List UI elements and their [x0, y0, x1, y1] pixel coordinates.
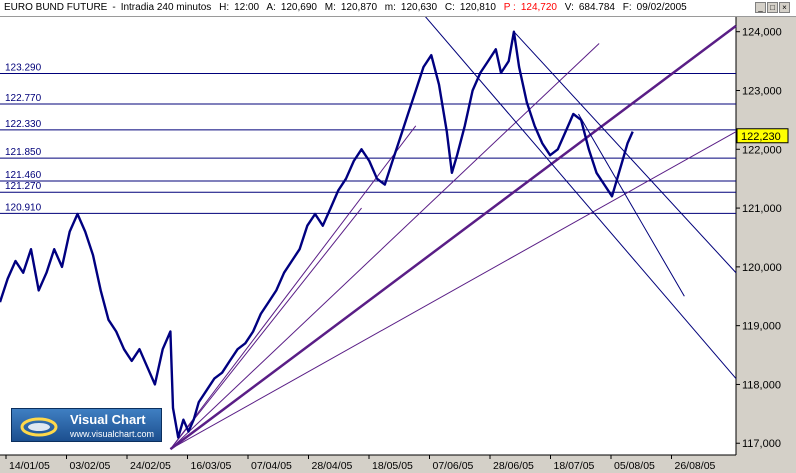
- x-tick-label-2: 24/02/05: [130, 460, 171, 472]
- level-label-5: 121.270: [5, 181, 42, 192]
- instrument-name: EURO BUND FUTURE: [4, 2, 108, 13]
- minimize-button[interactable]: _: [755, 2, 766, 13]
- last-price-label: 122,230: [741, 131, 781, 143]
- logo-title: Visual Chart: [70, 412, 146, 427]
- x-tick-label-4: 07/04/05: [251, 460, 292, 472]
- y-tick-label-5: 122,000: [742, 144, 782, 156]
- x-ticks: 14/01/05 03/02/05 24/02/05 16/03/05 07/04/05…: [5, 455, 716, 472]
- y-tick-label-0: 117,000: [742, 438, 781, 450]
- header-separator: -: [112, 2, 116, 13]
- fan-line-4: [170, 207, 362, 450]
- y-tick-label-6: 123,000: [742, 85, 782, 97]
- fan-line-1: [169, 24, 737, 451]
- date-value: 09/02/2005: [636, 2, 687, 13]
- x-tick-label-0: 14/01/05: [9, 460, 50, 472]
- open-value: 120,690: [280, 2, 317, 13]
- min-label: m:: [384, 2, 396, 13]
- y-axis-panel: [736, 17, 796, 473]
- last-price-marker-group: 122,230: [736, 128, 789, 144]
- x-tick-label-9: 18/07/05: [554, 460, 595, 472]
- p-label: P :: [503, 2, 516, 13]
- close-button[interactable]: ×: [779, 2, 790, 13]
- max-label: M:: [324, 2, 336, 13]
- fan-lines: [169, 24, 737, 451]
- logo-url: www.visualchart.com: [70, 429, 155, 439]
- chart-header-text: EURO BUND FUTURE - Intradia 240 minutos H:…: [4, 2, 692, 13]
- x-axis-panel: [0, 455, 736, 473]
- logo-swoosh-icon: [20, 417, 58, 437]
- open-label: A:: [266, 2, 276, 13]
- level-label-6: 120.910: [5, 202, 42, 213]
- channel-line-0: [425, 17, 737, 379]
- level-label-3: 121.850: [5, 147, 42, 158]
- date-label: F:: [622, 2, 632, 13]
- x-tick-label-8: 28/06/05: [493, 460, 534, 472]
- y-tick-label-3: 120,000: [742, 262, 782, 274]
- volume-value: 684.784: [578, 2, 615, 13]
- fan-line-3: [170, 125, 417, 450]
- y-tick-label-7: 124,000: [742, 27, 782, 39]
- last-price-box: [736, 128, 789, 144]
- chart-titlebar: EURO BUND FUTURE - Intradia 240 minutos H:…: [0, 0, 796, 17]
- p-value: 124,720: [520, 2, 557, 13]
- timeframe: Intradia 240 minutos: [120, 2, 212, 13]
- level-label-1: 122.770: [5, 93, 42, 104]
- level-label-2: 122.330: [5, 119, 42, 130]
- y-ticks: 117,000 118,000 119,000 120,000 121,000 122,0…: [736, 27, 782, 450]
- price-series: [0, 30, 634, 439]
- x-tick-label-6: 18/05/05: [372, 460, 413, 472]
- max-value: 120,870: [340, 2, 378, 13]
- price-chart[interactable]: 123.290 122.770 122.330 121.850 121.460121.2…: [0, 17, 796, 473]
- y-tick-label-1: 118,000: [742, 379, 781, 391]
- fan-line-0: [170, 43, 600, 450]
- x-tick-label-5: 28/04/05: [312, 460, 353, 472]
- maximize-button[interactable]: □: [767, 2, 778, 13]
- x-tick-label-10: 05/08/05: [614, 460, 655, 472]
- level-label-4: 121.460: [5, 170, 42, 181]
- min-value: 120,630: [400, 2, 438, 13]
- level-label-0: 123.290: [5, 62, 42, 73]
- price-line: [0, 30, 634, 439]
- fan-line-2: [170, 131, 737, 450]
- x-tick-label-1: 03/02/05: [70, 460, 111, 472]
- hour-value: 12:00: [234, 2, 260, 13]
- hour-label: H:: [219, 2, 230, 13]
- visual-chart-logo: Visual Chart www.visualchart.com: [11, 408, 162, 442]
- close-label: C:: [444, 2, 455, 13]
- volume-label: V:: [564, 2, 574, 13]
- y-tick-label-4: 121,000: [742, 203, 782, 215]
- channel-line-2: [578, 113, 685, 297]
- x-tick-label-3: 16/03/05: [191, 460, 232, 472]
- x-tick-label-11: 26/08/05: [675, 460, 716, 472]
- y-tick-label-2: 119,000: [742, 321, 781, 333]
- x-tick-label-7: 07/06/05: [433, 460, 474, 472]
- close-value: 120,810: [459, 2, 496, 13]
- plot-area: [0, 17, 736, 455]
